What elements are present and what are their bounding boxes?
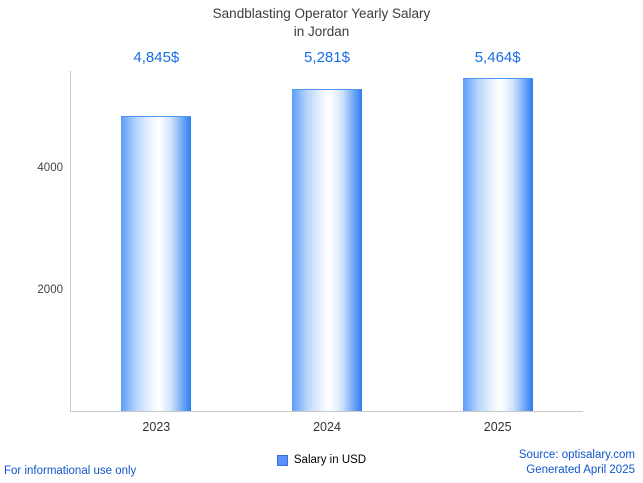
legend-label: Salary in USD [293, 454, 367, 466]
generated-date: Generated April 2025 [526, 464, 635, 477]
bar-2024[interactable] [292, 89, 362, 411]
x-axis-label: 2024 [313, 420, 341, 434]
bar-2025[interactable] [462, 78, 533, 411]
chart-title-line2: in Jordan [293, 23, 350, 39]
y-tick-label: 2000 [37, 283, 63, 296]
x-axis-label: 2025 [483, 420, 512, 434]
y-tick-label: 4000 [37, 162, 63, 175]
bar-value-label: 5,281$ [304, 49, 350, 66]
chart-title-line1: Sandblasting Operator Yearly Salary [212, 6, 431, 21]
source-info: Source: optisalary.com Generated April 2… [519, 448, 635, 479]
x-axis-label: 2023 [142, 420, 171, 434]
source-link[interactable]: Source: optisalary.com [518, 448, 635, 461]
legend-swatch-icon [276, 454, 288, 466]
bar-2023[interactable] [121, 115, 192, 411]
bar-value-label: 5,464$ [474, 49, 521, 66]
bar-value-label: 4,845$ [133, 49, 180, 66]
disclaimer-text: For informational use only [4, 465, 137, 477]
chart-legend: Salary in USD [0, 454, 643, 466]
plot-area: 2000 4000 4,845$ 2023 5,281$ 2024 5,464$ 2025 [37, 49, 583, 434]
chart-title: Sandblasting Operator Yearly Salary in J… [0, 5, 643, 40]
